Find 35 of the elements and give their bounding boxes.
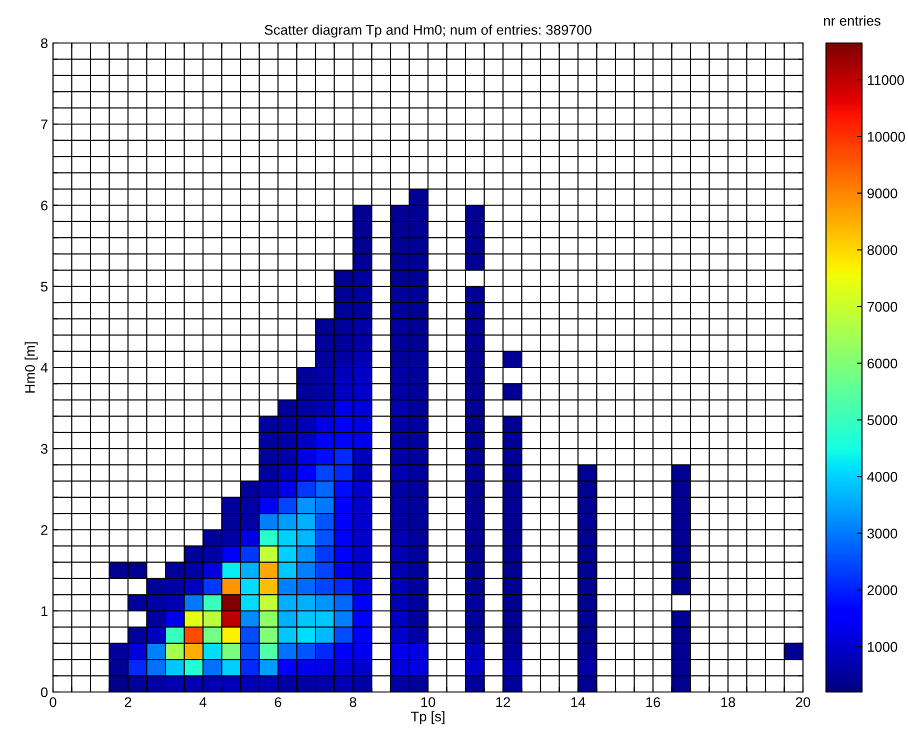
x-tick-label: 0 bbox=[50, 697, 56, 708]
x-tick-label: 6 bbox=[274, 697, 282, 708]
y-tick-label: 1 bbox=[41, 606, 48, 616]
y-tick-label: 7 bbox=[41, 120, 48, 130]
y-tick-label: 6 bbox=[41, 200, 48, 210]
color-bar-label: 2000 bbox=[868, 585, 898, 596]
color-bar-label: 9000 bbox=[868, 188, 898, 198]
x-tick-label: 16 bbox=[646, 697, 660, 708]
x-tick-label: 4 bbox=[199, 697, 206, 707]
x-tick-label: 20 bbox=[796, 697, 810, 708]
y-tick-label: 8 bbox=[41, 38, 48, 48]
x-tick-label: 2 bbox=[124, 697, 132, 707]
color-bar-label: 3000 bbox=[867, 528, 898, 538]
color-bar-label: 1000 bbox=[868, 642, 898, 652]
y-tick-label: 3 bbox=[40, 444, 48, 454]
y-tick-label: 2 bbox=[41, 525, 48, 535]
x-axis-title: Tp [s] bbox=[410, 711, 444, 724]
x-tick-label: 18 bbox=[721, 697, 736, 708]
color-bar-label: 6000 bbox=[868, 358, 898, 368]
color-bar-title: nr entries bbox=[824, 16, 880, 26]
color-bar-label: 4000 bbox=[867, 472, 898, 482]
y-tick-label: 5 bbox=[40, 282, 48, 292]
color-bar-label: 8000 bbox=[867, 245, 898, 256]
y-axis-title: Hm0 [m] bbox=[24, 342, 38, 393]
x-tick-label: 12 bbox=[496, 697, 510, 707]
x-tick-label: 10 bbox=[421, 697, 436, 708]
color-bar-label: 10000 bbox=[868, 132, 905, 142]
x-tick-label: 14 bbox=[571, 697, 586, 707]
color-bar-label: 7000 bbox=[868, 302, 898, 312]
x-tick-label: 8 bbox=[350, 697, 356, 708]
chart-title: Scatter diagram Tp and Hm0; num of entries: 389700 bbox=[264, 24, 592, 38]
color-bar-label: 11000 bbox=[868, 75, 904, 86]
y-tick-label: 4 bbox=[40, 362, 48, 373]
color-bar-label: 5000 bbox=[867, 415, 898, 426]
y-tick-label: 0 bbox=[40, 687, 48, 698]
